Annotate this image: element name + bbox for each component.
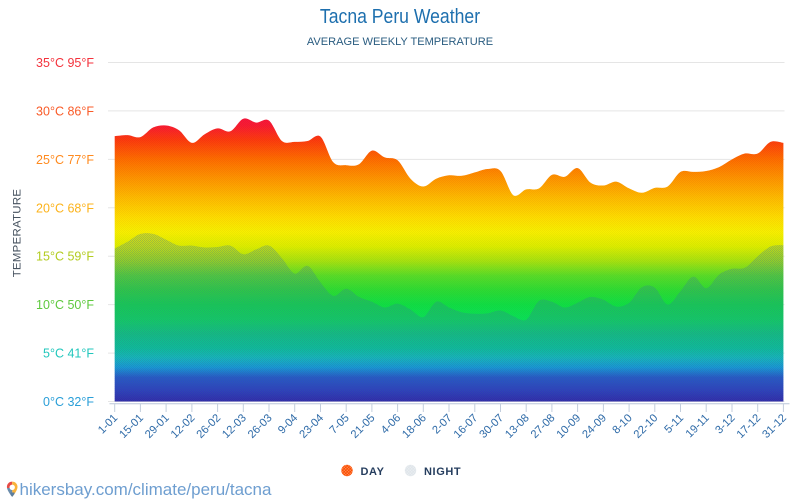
svg-text:29-01: 29-01 — [143, 412, 172, 441]
svg-text:5°C 41°F: 5°C 41°F — [43, 347, 94, 361]
svg-text:DAY: DAY — [361, 466, 385, 478]
svg-text:17-12: 17-12 — [735, 412, 764, 441]
svg-text:16-07: 16-07 — [452, 412, 481, 441]
svg-text:31-12: 31-12 — [760, 412, 789, 441]
svg-text:23-04: 23-04 — [297, 412, 326, 441]
svg-text:26-03: 26-03 — [246, 412, 275, 441]
svg-text:19-11: 19-11 — [684, 412, 712, 440]
svg-text:20°C 68°F: 20°C 68°F — [36, 201, 94, 215]
svg-text:15°C 59°F: 15°C 59°F — [36, 250, 94, 264]
svg-text:12-02: 12-02 — [169, 412, 198, 441]
svg-text:25°C 77°F: 25°C 77°F — [36, 153, 94, 167]
svg-text:10-09: 10-09 — [554, 412, 583, 441]
svg-text:30°C 86°F: 30°C 86°F — [36, 104, 94, 118]
svg-text:22-10: 22-10 — [632, 412, 661, 441]
svg-text:27-08: 27-08 — [529, 412, 558, 441]
svg-text:15-01: 15-01 — [117, 412, 146, 441]
svg-text:30-07: 30-07 — [477, 412, 506, 441]
svg-text:18-06: 18-06 — [400, 412, 429, 441]
svg-text:21-05: 21-05 — [349, 412, 378, 441]
svg-text:hikersbay.com/climate/peru/tac: hikersbay.com/climate/peru/tacna — [20, 480, 273, 499]
svg-text:10°C 50°F: 10°C 50°F — [36, 298, 94, 312]
svg-text:TEMPERATURE: TEMPERATURE — [12, 189, 24, 278]
svg-text:13-08: 13-08 — [503, 412, 532, 441]
svg-text:12-03: 12-03 — [220, 412, 249, 441]
svg-text:24-09: 24-09 — [580, 412, 609, 441]
svg-text:35°C 95°F: 35°C 95°F — [36, 56, 94, 70]
svg-text:0°C 32°F: 0°C 32°F — [43, 395, 94, 409]
svg-text:NIGHT: NIGHT — [424, 466, 461, 478]
svg-text:5-11: 5-11 — [662, 412, 686, 436]
svg-text:26-02: 26-02 — [194, 412, 223, 441]
